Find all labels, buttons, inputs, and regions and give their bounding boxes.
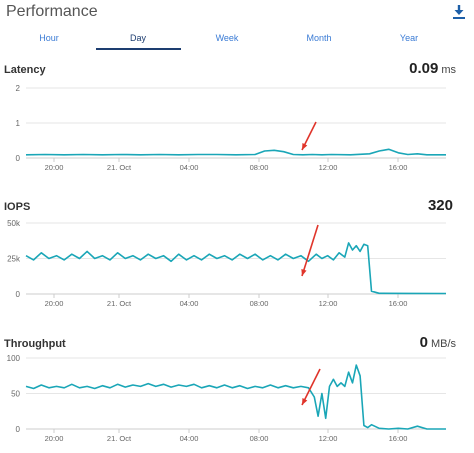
x-tick-label: 04:00 xyxy=(180,163,199,172)
x-tick-label: 12:00 xyxy=(319,434,338,443)
x-tick-label: 20:00 xyxy=(45,163,64,172)
y-tick-label: 25k xyxy=(7,255,21,264)
latency-current-value: 0.09 ms xyxy=(409,60,456,77)
x-tick-label: 12:00 xyxy=(319,299,338,308)
annotation-arrow xyxy=(301,224,319,277)
x-tick-label: 21. Oct xyxy=(107,299,132,308)
x-tick-label: 08:00 xyxy=(250,299,269,308)
throughput-chart: 0 50 100 20:00 21. Oct 04:00 08:00 12:00 16:00 xyxy=(7,354,446,443)
active-tab-indicator xyxy=(96,48,181,50)
iops-panel: IOPS 320 0 25k 50k 20:00 21. Oct 04:00 08:00 12… xyxy=(0,195,474,320)
x-tick-label: 04:00 xyxy=(180,434,199,443)
iops-current-value: 320 xyxy=(427,197,453,214)
iops-chart: 0 25k 50k 20:00 21. Oct 04:00 08:00 12:00 16:00 xyxy=(7,219,447,308)
latency-panel: Latency 0.09 ms 0 1 2 20:00 21. Oct 04:00 08:00… xyxy=(0,58,474,183)
throughput-title: Throughput xyxy=(4,338,66,350)
tab-hour[interactable]: Hour xyxy=(39,33,59,43)
tab-year[interactable]: Year xyxy=(399,33,419,43)
y-tick-label: 0 xyxy=(16,425,21,434)
x-tick-label: 20:00 xyxy=(45,434,64,443)
annotation-arrowhead xyxy=(301,269,307,276)
page-title: Performance xyxy=(6,3,98,20)
y-tick-label: 50 xyxy=(11,390,20,399)
y-tick-label: 50k xyxy=(7,219,21,228)
series-line xyxy=(25,364,446,430)
x-tick-label: 08:00 xyxy=(250,434,269,443)
x-tick-label: 08:00 xyxy=(250,163,269,172)
throughput-current-value: 0 MB/s xyxy=(419,334,456,351)
tab-week[interactable]: Week xyxy=(215,33,239,43)
throughput-panel: Throughput 0 MB/s 0 50 100 20:00 21. Oct 04:00… xyxy=(0,333,474,453)
annotation-arrow xyxy=(301,368,321,406)
y-tick-label: 2 xyxy=(16,84,21,93)
x-tick-label: 12:00 xyxy=(319,163,338,172)
latency-title: Latency xyxy=(4,64,46,76)
annotation-arrowhead xyxy=(302,398,308,405)
y-tick-label: 100 xyxy=(7,354,21,363)
y-tick-label: 0 xyxy=(16,154,21,163)
x-tick-label: 21. Oct xyxy=(107,163,132,172)
iops-title: IOPS xyxy=(4,201,31,213)
annotation-arrowhead xyxy=(302,143,308,150)
y-tick-label: 1 xyxy=(16,119,21,128)
download-icon[interactable] xyxy=(452,4,466,20)
series-line xyxy=(25,148,446,156)
x-tick-label: 21. Oct xyxy=(107,434,132,443)
x-tick-label: 16:00 xyxy=(389,163,408,172)
x-tick-label: 20:00 xyxy=(45,299,64,308)
header: Performance xyxy=(0,0,474,28)
tab-month[interactable]: Month xyxy=(306,33,332,43)
y-tick-label: 0 xyxy=(16,290,21,299)
x-tick-label: 04:00 xyxy=(180,299,199,308)
tab-day[interactable]: Day xyxy=(129,33,146,43)
x-tick-label: 16:00 xyxy=(389,434,408,443)
x-tick-label: 16:00 xyxy=(389,299,408,308)
latency-chart: 0 1 2 20:00 21. Oct 04:00 08:00 12:00 16:00 xyxy=(16,84,446,172)
series-line xyxy=(25,242,447,295)
time-range-tabs: Hour Day Week Month Year xyxy=(0,30,474,52)
